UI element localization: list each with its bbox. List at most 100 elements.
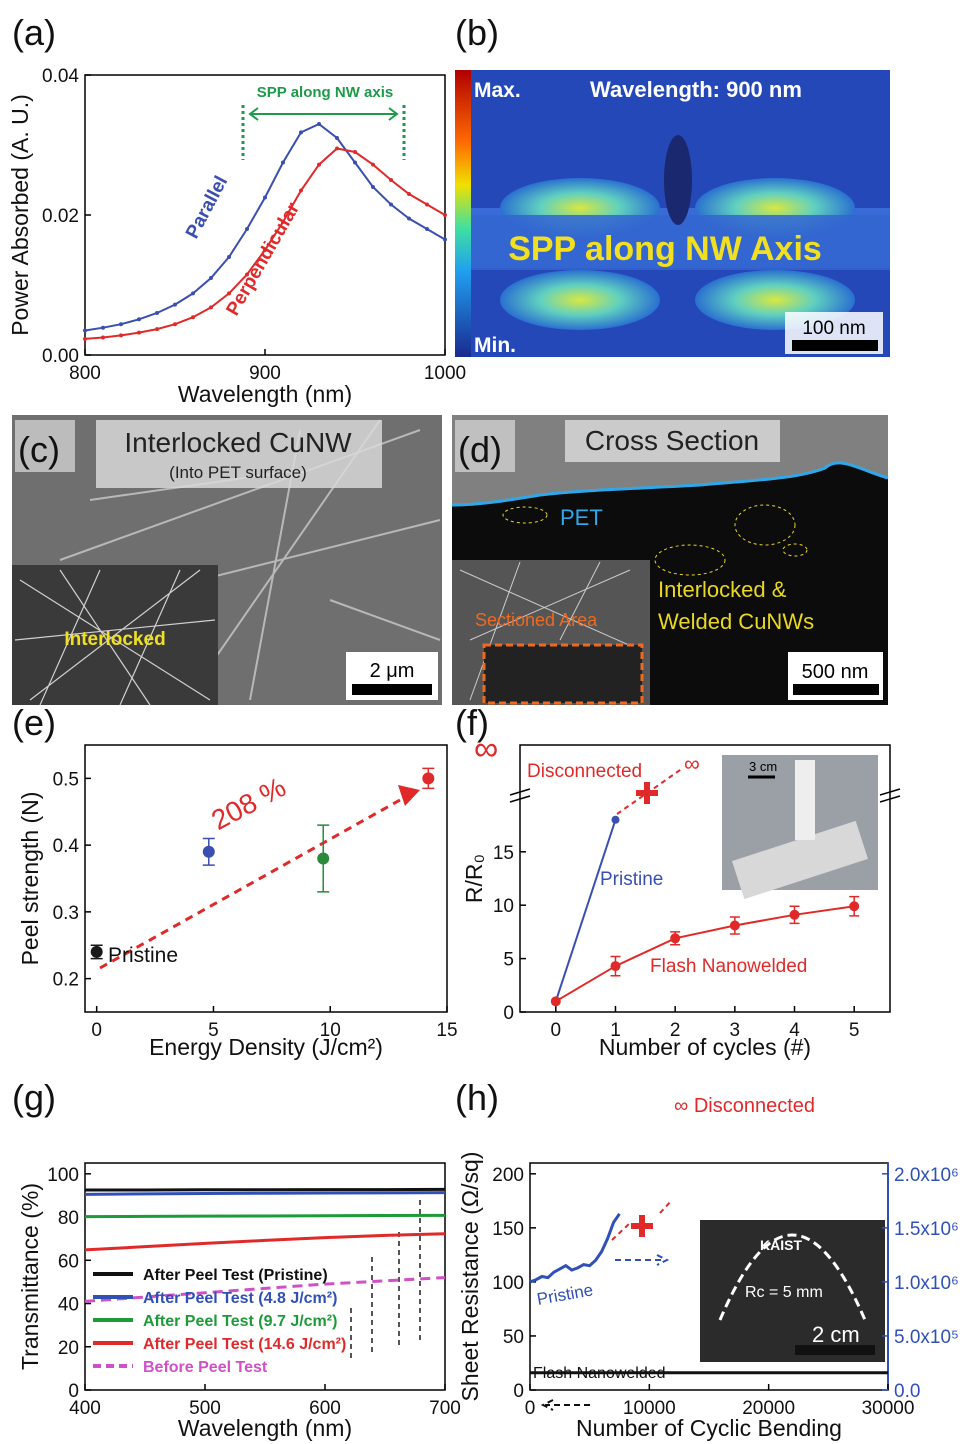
series-line — [85, 1215, 445, 1216]
pet-label: PET — [560, 505, 603, 530]
x-tick-label: 10000 — [623, 1398, 676, 1419]
title: Interlocked CuNW — [124, 427, 352, 458]
marker — [353, 150, 357, 154]
x-tick-label: 600 — [309, 1398, 341, 1419]
scale-label: 500 nm — [802, 661, 869, 683]
panel-label: (h) — [455, 1077, 499, 1118]
annotation: 3 cm — [749, 759, 777, 774]
color-bar — [455, 70, 471, 357]
marker — [299, 189, 303, 193]
y2-tick-label: 1.5x10⁶ — [894, 1219, 959, 1240]
marker — [389, 178, 393, 182]
marker — [389, 203, 393, 207]
marker — [101, 336, 105, 340]
marker — [335, 147, 339, 151]
y-tick-label: 150 — [492, 1219, 524, 1240]
x-axis-title: Wavelength (nm) — [178, 381, 352, 407]
series-label: Flash Nanowelded — [533, 1365, 666, 1382]
x-tick-label: 0 — [91, 1020, 102, 1041]
y-tick-label: 40 — [58, 1295, 79, 1316]
x-tick-label: 500 — [189, 1398, 221, 1419]
marker — [299, 130, 303, 134]
y-axis-title: Transmittance (%) — [17, 1183, 43, 1370]
legend-label: After Peel Test (Pristine) — [143, 1267, 328, 1284]
y-tick-label: 200 — [492, 1165, 524, 1186]
x-axis-title: Energy Density (J/cm²) — [149, 1034, 383, 1060]
x-tick-label: 1000 — [424, 363, 466, 384]
y2-tick-label: 5.0x10⁵ — [894, 1327, 959, 1348]
cunw-label: Welded CuNWs — [658, 609, 814, 634]
y-tick-label: 0.3 — [53, 903, 79, 924]
y-tick-label: 100 — [47, 1165, 79, 1186]
x-tick-label: 10 — [320, 1020, 341, 1041]
sem-image: (c) Interlocked CuNW (Into PET surface) … — [12, 415, 442, 705]
x-axis-title: Number of cycles (#) — [599, 1034, 811, 1060]
marker — [83, 337, 87, 341]
y-tick-label: 20 — [58, 1338, 79, 1359]
x-tick-label: 0 — [551, 1020, 562, 1041]
cross-section-image: (d) Cross Section PET Interlocked & Weld… — [452, 415, 888, 705]
scale-bar — [792, 340, 878, 351]
marker — [335, 136, 339, 140]
marker — [155, 311, 159, 315]
y-axis-title: Peel strength (N) — [17, 792, 43, 966]
axis-arrow — [543, 1400, 590, 1410]
marker — [101, 326, 105, 330]
scale-label: 2 μm — [370, 660, 415, 682]
marker — [191, 315, 195, 319]
annotation: 2 cm — [812, 1322, 860, 1347]
min-label: Min. — [474, 334, 516, 357]
scale-bar — [352, 684, 432, 695]
y-tick-label: 0.5 — [53, 769, 79, 790]
x-tick-label: 900 — [249, 363, 281, 384]
marker — [317, 163, 321, 167]
x-tick-label: 5 — [849, 1020, 860, 1041]
marker — [83, 329, 87, 333]
series-label: Perpendicular — [222, 199, 304, 320]
annotation: ∞ Disconnected — [674, 1095, 815, 1117]
series-line — [85, 124, 445, 331]
y-tick-label: 0 — [513, 1381, 524, 1402]
x-tick-label: 2 — [670, 1020, 681, 1041]
series-line — [556, 820, 616, 1002]
marker — [155, 327, 159, 331]
annotation: Disconnected — [527, 761, 642, 782]
x-tick-label: 5 — [208, 1020, 219, 1041]
marker — [209, 305, 213, 309]
marker — [443, 213, 447, 217]
y-axis-title: R/R₀ — [461, 854, 487, 903]
y-tick-label: 0.2 — [53, 970, 79, 991]
marker — [227, 255, 231, 259]
y-tick-label: 0.02 — [42, 206, 79, 227]
x-tick-label: 1 — [610, 1020, 621, 1041]
marker — [353, 161, 357, 165]
bender — [795, 760, 815, 840]
marker — [407, 217, 411, 221]
y-tick-label: 0.4 — [53, 836, 80, 857]
field-map: (b) Max. Wavelength: 900 nm SPP along NW… — [455, 12, 890, 357]
y2-tick-label: 1.0x10⁶ — [894, 1273, 959, 1294]
y-tick-label: 15 — [493, 843, 514, 864]
inset-label: Sectioned Area — [475, 610, 598, 630]
y-tick-label: 0.04 — [42, 66, 79, 87]
marker — [371, 163, 375, 167]
series-line — [85, 1193, 445, 1195]
y-axis-title: Power Absorbed (A. U.) — [7, 94, 33, 336]
marker — [425, 227, 429, 231]
panel-label: (g) — [12, 1077, 56, 1118]
figure: (b) Max. Wavelength: 900 nm SPP along NW… — [0, 0, 965, 1444]
panel-label: (b) — [455, 12, 499, 53]
marker — [317, 122, 321, 126]
series-line — [530, 1214, 620, 1282]
point — [317, 852, 329, 864]
marker — [407, 192, 411, 196]
y-tick-label: 10 — [493, 896, 514, 917]
spp-label: SPP along NW Axis — [508, 230, 822, 268]
annotation: ∞ — [684, 751, 700, 776]
x-tick-label: 4 — [789, 1020, 800, 1041]
y2-tick-label: 0.0 — [894, 1381, 920, 1402]
annotation: Rc = 5 mm — [745, 1284, 823, 1301]
y-tick-label: 100 — [492, 1273, 524, 1294]
annotation: SPP along NW axis — [257, 84, 393, 101]
y-axis-title: Sheet Resistance (Ω/sq) — [457, 1152, 483, 1402]
